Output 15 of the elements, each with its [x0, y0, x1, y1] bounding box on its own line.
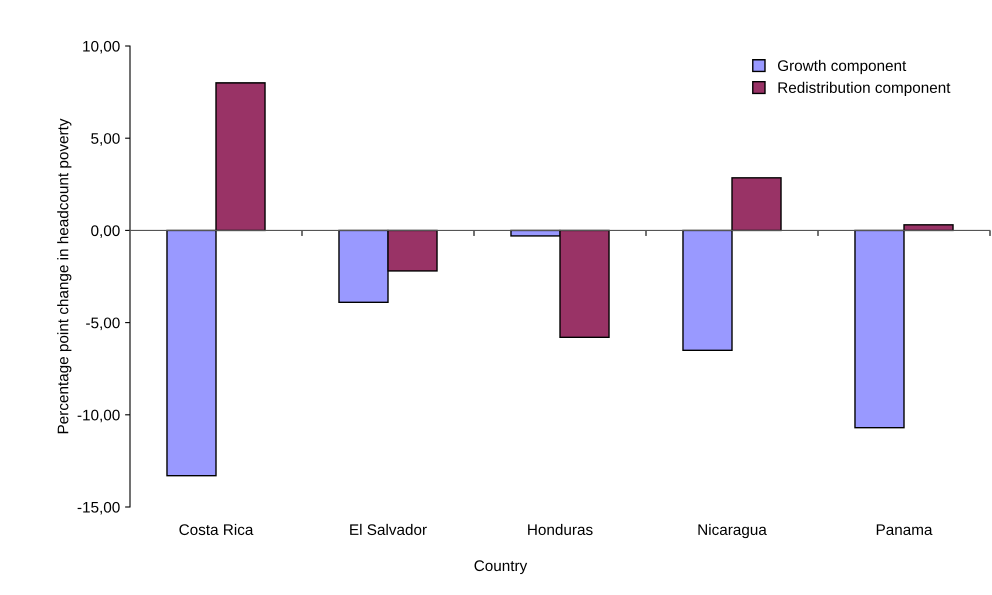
- y-tick-label: -10,00: [78, 410, 120, 422]
- y-tick-label: -5,00: [86, 317, 120, 330]
- x-tick-label: Panama: [876, 524, 932, 536]
- y-tick-label: 0,00: [91, 225, 120, 238]
- y-tick-label: 10,00: [83, 40, 120, 54]
- legend-label: Redistribution component: [778, 82, 950, 96]
- y-axis-title: Percentage point change in headcount poverty: [57, 118, 72, 434]
- x-tick-label: Costa Rica: [179, 524, 254, 536]
- x-tick-label: Nicaragua: [698, 524, 767, 538]
- y-tick-label: -15,00: [78, 502, 120, 514]
- x-tick-label: Honduras: [528, 524, 593, 536]
- y-tick-label: 5,00: [91, 133, 120, 146]
- x-axis-title: Country: [474, 560, 528, 574]
- legend-label: Growth component: [778, 60, 906, 74]
- x-tick-label: El Salvador: [350, 524, 427, 536]
